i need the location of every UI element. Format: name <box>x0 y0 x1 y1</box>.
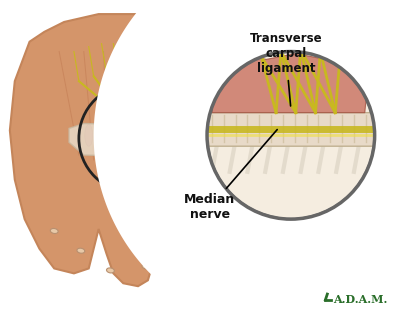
Ellipse shape <box>112 124 120 146</box>
Ellipse shape <box>100 124 108 146</box>
Text: A.D.A.M.: A.D.A.M. <box>333 294 388 306</box>
Ellipse shape <box>77 248 85 253</box>
Ellipse shape <box>106 268 114 273</box>
Ellipse shape <box>142 264 150 269</box>
Text: Transverse
carpal
ligament: Transverse carpal ligament <box>250 32 322 106</box>
Text: Median
nerve: Median nerve <box>184 130 277 221</box>
Polygon shape <box>168 140 252 214</box>
Polygon shape <box>10 14 252 288</box>
FancyBboxPatch shape <box>205 113 377 146</box>
Ellipse shape <box>142 124 150 146</box>
Polygon shape <box>212 53 370 113</box>
Circle shape <box>207 52 375 219</box>
Polygon shape <box>69 124 207 157</box>
PathPatch shape <box>94 0 400 320</box>
Ellipse shape <box>85 124 93 146</box>
Ellipse shape <box>126 124 134 146</box>
Ellipse shape <box>50 228 58 234</box>
Ellipse shape <box>156 124 164 146</box>
